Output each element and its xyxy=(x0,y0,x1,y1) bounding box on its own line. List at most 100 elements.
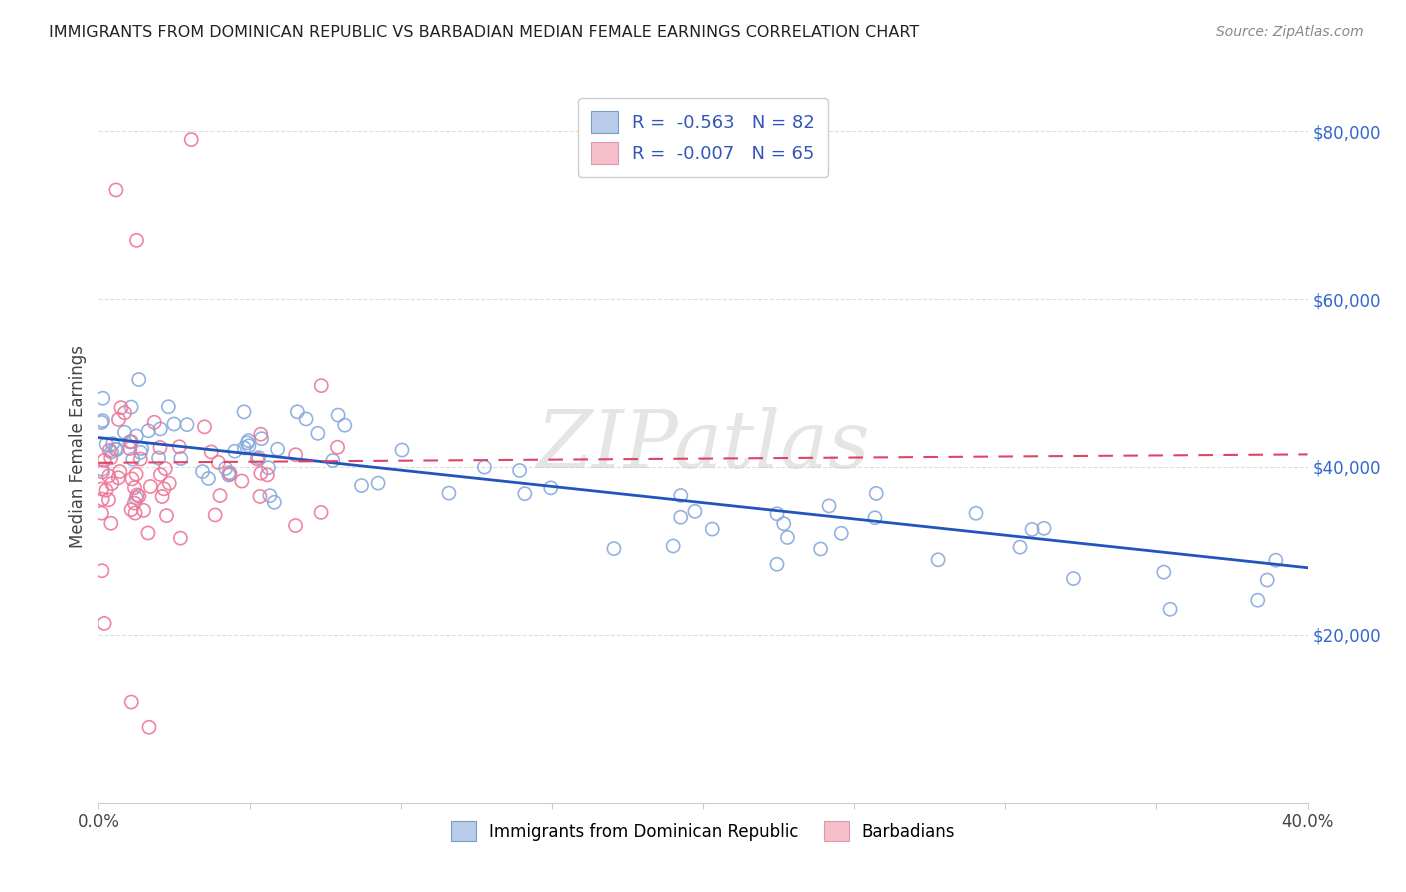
Point xyxy=(169,531,191,545)
Point xyxy=(139,479,162,493)
Point xyxy=(776,531,799,545)
Point xyxy=(120,434,142,449)
Point xyxy=(865,486,887,500)
Point xyxy=(94,483,117,498)
Point xyxy=(669,510,692,524)
Point xyxy=(138,720,160,734)
Point xyxy=(207,455,229,469)
Point xyxy=(295,412,318,426)
Point xyxy=(91,391,114,405)
Point xyxy=(149,441,172,455)
Point xyxy=(540,481,562,495)
Point xyxy=(121,452,143,467)
Point xyxy=(307,426,329,441)
Point xyxy=(125,467,148,482)
Point xyxy=(97,469,120,483)
Point xyxy=(193,420,215,434)
Point xyxy=(1247,593,1270,607)
Point xyxy=(256,467,278,482)
Point xyxy=(219,467,242,481)
Y-axis label: Median Female Earnings: Median Female Earnings xyxy=(69,344,87,548)
Point xyxy=(191,465,214,479)
Point xyxy=(238,434,260,448)
Point xyxy=(1264,553,1286,567)
Point xyxy=(157,476,180,491)
Point xyxy=(263,495,285,509)
Point xyxy=(136,526,159,541)
Point xyxy=(818,499,841,513)
Point xyxy=(97,492,120,507)
Point xyxy=(170,451,193,466)
Point xyxy=(204,508,226,522)
Point xyxy=(772,516,794,531)
Point xyxy=(155,461,177,475)
Point xyxy=(810,541,832,556)
Point xyxy=(125,233,148,247)
Point xyxy=(98,443,121,458)
Point xyxy=(118,442,141,456)
Point xyxy=(163,417,186,431)
Point xyxy=(233,441,256,455)
Text: Source: ZipAtlas.com: Source: ZipAtlas.com xyxy=(1216,25,1364,39)
Point xyxy=(132,503,155,517)
Point xyxy=(125,491,148,505)
Point xyxy=(100,516,122,531)
Point xyxy=(208,489,231,503)
Point xyxy=(437,486,460,500)
Point xyxy=(138,424,160,438)
Point xyxy=(100,445,122,459)
Point xyxy=(309,505,332,519)
Point xyxy=(90,416,112,430)
Point xyxy=(231,474,253,488)
Point xyxy=(603,541,626,556)
Point xyxy=(91,465,114,479)
Point xyxy=(1256,573,1278,587)
Point xyxy=(513,486,536,500)
Point xyxy=(176,417,198,432)
Point xyxy=(120,502,142,516)
Point xyxy=(91,462,114,476)
Point xyxy=(766,558,789,572)
Point xyxy=(91,414,114,428)
Point xyxy=(965,506,987,520)
Point xyxy=(124,506,146,520)
Point xyxy=(157,400,180,414)
Point xyxy=(129,452,152,467)
Point xyxy=(104,183,127,197)
Point xyxy=(114,406,136,420)
Point xyxy=(391,443,413,458)
Point xyxy=(90,482,112,496)
Point xyxy=(249,490,271,504)
Point xyxy=(127,488,149,502)
Point xyxy=(1008,540,1031,554)
Point xyxy=(669,488,692,502)
Point xyxy=(100,450,122,465)
Point xyxy=(1153,565,1175,579)
Point xyxy=(149,422,172,436)
Point xyxy=(100,476,122,491)
Point xyxy=(250,432,273,446)
Point xyxy=(233,405,256,419)
Point xyxy=(131,442,153,456)
Point xyxy=(90,506,112,520)
Point xyxy=(107,471,129,485)
Point xyxy=(1033,521,1056,535)
Point xyxy=(218,468,240,483)
Point xyxy=(155,508,177,523)
Point xyxy=(249,427,271,442)
Point xyxy=(128,372,150,386)
Point xyxy=(1062,572,1084,586)
Point xyxy=(218,466,240,480)
Point xyxy=(284,518,307,533)
Point xyxy=(683,504,706,518)
Point xyxy=(149,467,172,482)
Point xyxy=(90,564,112,578)
Point xyxy=(93,616,115,631)
Point xyxy=(350,478,373,492)
Point xyxy=(125,429,148,443)
Point xyxy=(326,408,349,422)
Point xyxy=(1159,602,1181,616)
Point xyxy=(284,448,307,462)
Point xyxy=(101,436,124,450)
Point xyxy=(257,460,280,475)
